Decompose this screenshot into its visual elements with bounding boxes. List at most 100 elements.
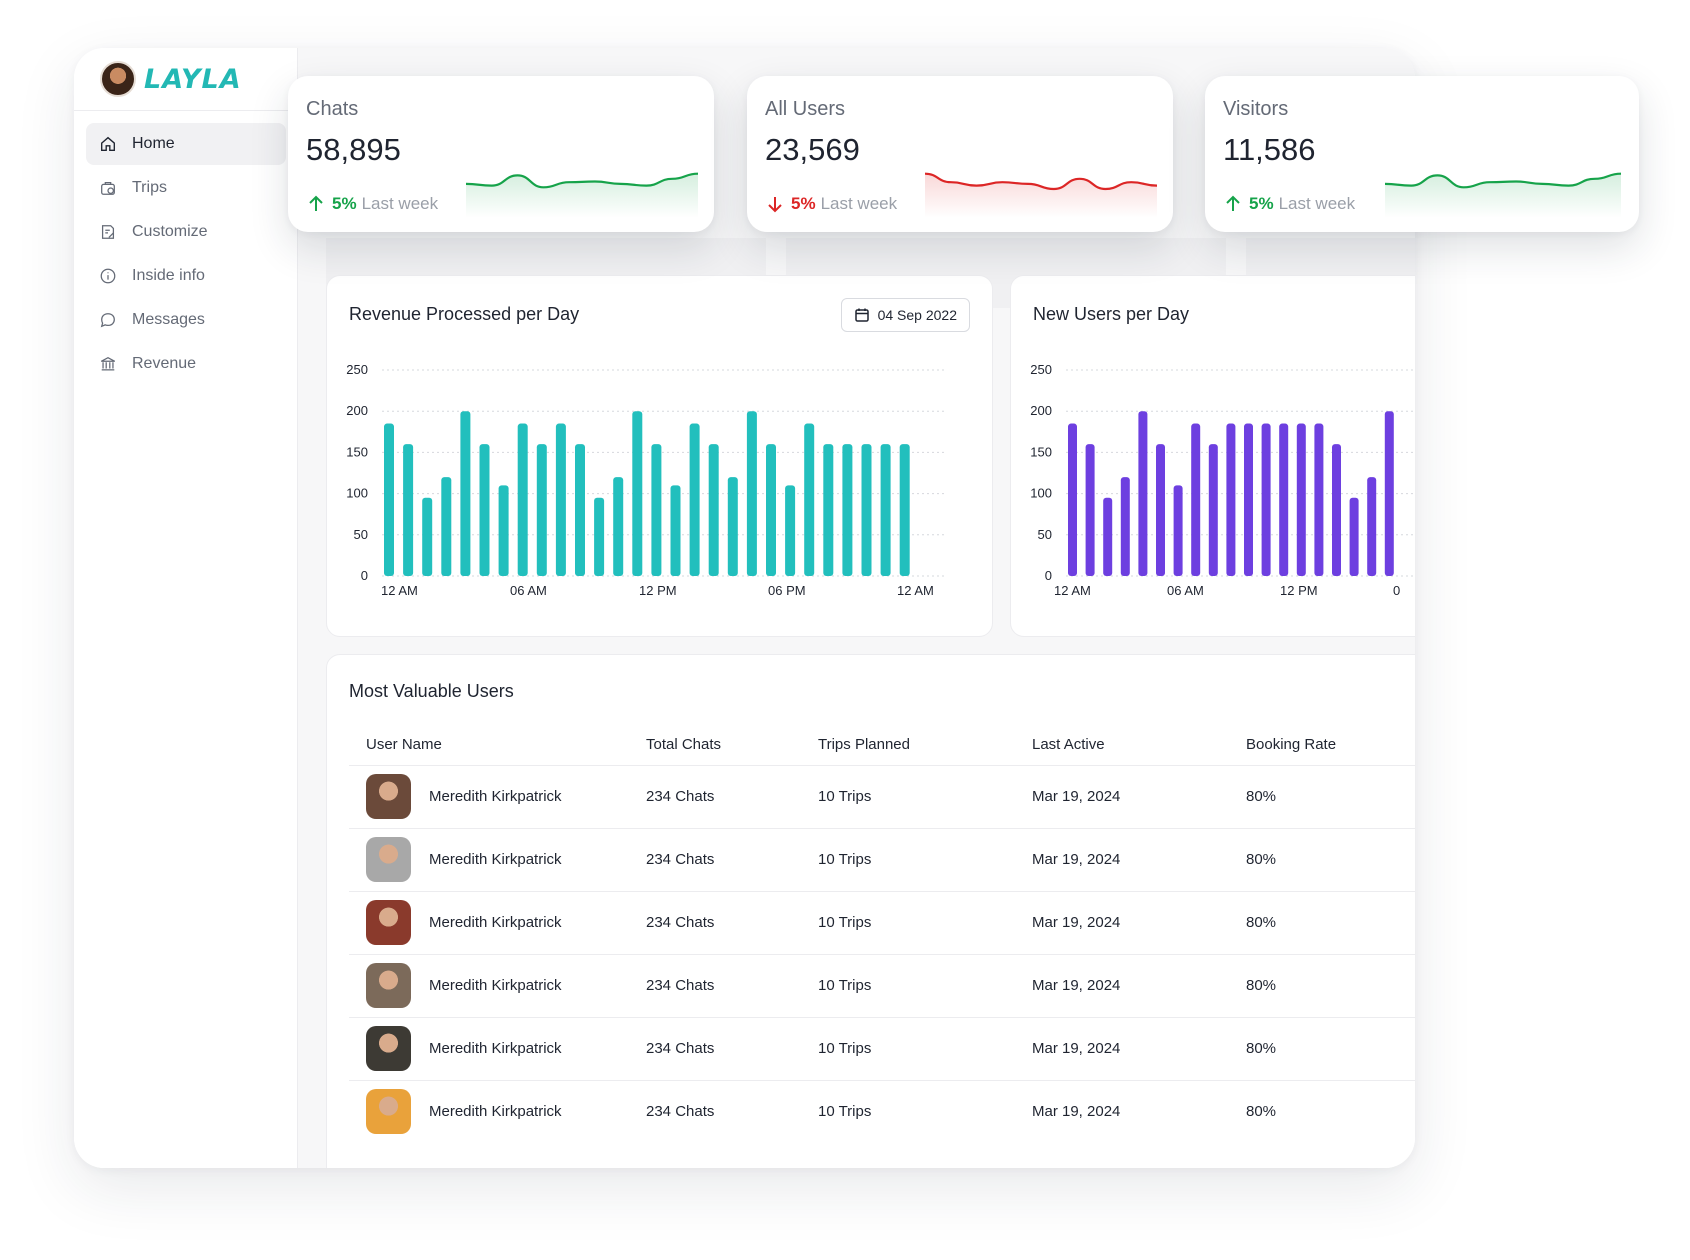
revenue-chart-panel: Revenue Processed per Day 04 Sep 2022 0 5… <box>326 275 993 637</box>
bar[interactable] <box>498 485 509 576</box>
y-tick-label: 150 <box>346 444 368 459</box>
table-row[interactable]: Meredith Kirkpatrick 234 Chats 10 Trips Mar… <box>349 828 1415 892</box>
bar[interactable] <box>1279 423 1289 576</box>
sidebar-nav: Home Trips Customize Inside info <box>74 111 297 385</box>
x-tick-label: 06 PM <box>768 583 806 598</box>
bar[interactable] <box>1384 411 1394 576</box>
bar[interactable] <box>1332 444 1341 576</box>
bar[interactable] <box>899 444 910 576</box>
x-tick-label: 12 AM <box>897 583 934 598</box>
bar[interactable] <box>746 411 757 576</box>
bar[interactable] <box>594 497 605 576</box>
bar[interactable] <box>727 477 738 576</box>
delta-note: Last week <box>1278 194 1356 213</box>
sidebar-item-inside-info[interactable]: Inside info <box>86 255 286 297</box>
bar[interactable] <box>632 411 643 576</box>
bar[interactable] <box>1208 444 1218 576</box>
bar[interactable] <box>1068 423 1077 576</box>
sidebar-item-label: Inside info <box>132 267 205 284</box>
bar[interactable] <box>1244 423 1253 576</box>
sparkline-line <box>1385 172 1621 189</box>
bar[interactable] <box>1314 423 1324 576</box>
bar[interactable] <box>1103 497 1113 576</box>
column-header[interactable]: Booking Rate <box>1229 725 1415 766</box>
table-row[interactable]: Meredith Kirkpatrick 234 Chats 10 Trips Mar… <box>349 1080 1415 1143</box>
date-label: 04 Sep 2022 <box>877 307 957 323</box>
y-tick-label: 50 <box>354 527 368 542</box>
sidebar-item-home[interactable]: Home <box>86 123 286 165</box>
y-tick-label: 200 <box>346 403 368 418</box>
user-name-cell: Meredith Kirkpatrick <box>349 1017 629 1081</box>
sidebar-item-customize[interactable]: Customize <box>86 211 286 253</box>
bar[interactable] <box>479 444 490 576</box>
bar[interactable] <box>1085 444 1095 576</box>
sidebar-item-messages[interactable]: Messages <box>86 299 286 341</box>
bar[interactable] <box>517 423 528 576</box>
table-row[interactable]: Meredith Kirkpatrick 234 Chats 10 Trips Mar… <box>349 1017 1415 1081</box>
bar[interactable] <box>689 423 700 576</box>
bar[interactable] <box>555 423 566 576</box>
bar[interactable] <box>766 444 776 576</box>
bar[interactable] <box>613 477 624 576</box>
bar[interactable] <box>823 444 834 576</box>
stat-delta: 5% Last week <box>765 194 897 214</box>
logo[interactable]: LAYLA <box>74 48 297 111</box>
sidebar-item-trips[interactable]: Trips <box>86 167 286 209</box>
last-active: Mar 19, 2024 <box>1015 1017 1229 1081</box>
table-row[interactable]: Meredith Kirkpatrick 234 Chats 10 Trips Mar… <box>349 891 1415 955</box>
date-picker-button[interactable]: 04 Sep 2022 <box>840 298 970 332</box>
bar[interactable] <box>536 444 547 576</box>
user-name: Meredith Kirkpatrick <box>429 851 562 868</box>
logo-text: LAYLA <box>144 63 242 95</box>
user-cell: Meredith Kirkpatrick <box>366 1089 629 1135</box>
bar[interactable] <box>1138 411 1148 576</box>
bar[interactable] <box>422 497 433 576</box>
bar[interactable] <box>1191 423 1201 576</box>
bar[interactable] <box>880 444 891 576</box>
info-icon <box>98 266 118 286</box>
delta-note: Last week <box>820 194 898 213</box>
bar[interactable] <box>670 485 681 576</box>
bar[interactable] <box>575 444 585 576</box>
calendar-icon <box>854 308 869 322</box>
arrow-down-icon <box>768 197 782 213</box>
stat-value: 23,569 <box>765 132 860 167</box>
last-active: Mar 19, 2024 <box>1032 1103 1121 1121</box>
trips-planned: 10 Trips <box>801 765 1015 829</box>
avatar <box>366 774 411 819</box>
sidebar-item-label: Trips <box>132 179 167 196</box>
bar[interactable] <box>1367 477 1377 576</box>
table-row[interactable]: Meredith Kirkpatrick 234 Chats 10 Trips Mar… <box>349 765 1415 829</box>
bar[interactable] <box>403 444 414 576</box>
column-header[interactable]: Trips Planned <box>801 725 1015 766</box>
stat-label: Visitors <box>1223 98 1289 120</box>
logo-avatar <box>100 61 136 97</box>
bar[interactable] <box>804 423 815 576</box>
bar[interactable] <box>1261 423 1271 576</box>
stat-card-all-users[interactable]: All Users 23,569 5% Last week <box>747 76 1173 232</box>
bar[interactable] <box>651 444 662 576</box>
bar[interactable] <box>1296 423 1306 576</box>
stat-card-visitors[interactable]: Visitors 11,586 5% Last week <box>1205 76 1639 232</box>
bar[interactable] <box>861 444 872 576</box>
table-row[interactable]: Meredith Kirkpatrick 234 Chats 10 Trips Mar… <box>349 954 1415 1018</box>
column-header[interactable]: Last Active <box>1015 725 1229 766</box>
bar[interactable] <box>785 485 796 576</box>
bar[interactable] <box>384 423 394 576</box>
bar[interactable] <box>1349 497 1359 576</box>
bar[interactable] <box>1120 477 1130 576</box>
stat-card-chats[interactable]: Chats 58,895 5% Last week <box>288 76 714 232</box>
user-name-cell: Meredith Kirkpatrick <box>349 891 629 955</box>
x-tick-label: 06 AM <box>510 583 547 598</box>
column-header[interactable]: User Name <box>349 725 629 766</box>
bar[interactable] <box>708 444 719 576</box>
column-header[interactable]: Total Chats <box>629 725 801 766</box>
bar[interactable] <box>441 477 452 576</box>
bar[interactable] <box>1173 485 1183 576</box>
bar[interactable] <box>460 411 471 576</box>
x-tick-label: 0 <box>1393 583 1400 598</box>
sidebar-item-revenue[interactable]: Revenue <box>86 343 286 385</box>
bar[interactable] <box>1156 444 1165 576</box>
bar[interactable] <box>842 444 853 576</box>
bar[interactable] <box>1226 423 1236 576</box>
